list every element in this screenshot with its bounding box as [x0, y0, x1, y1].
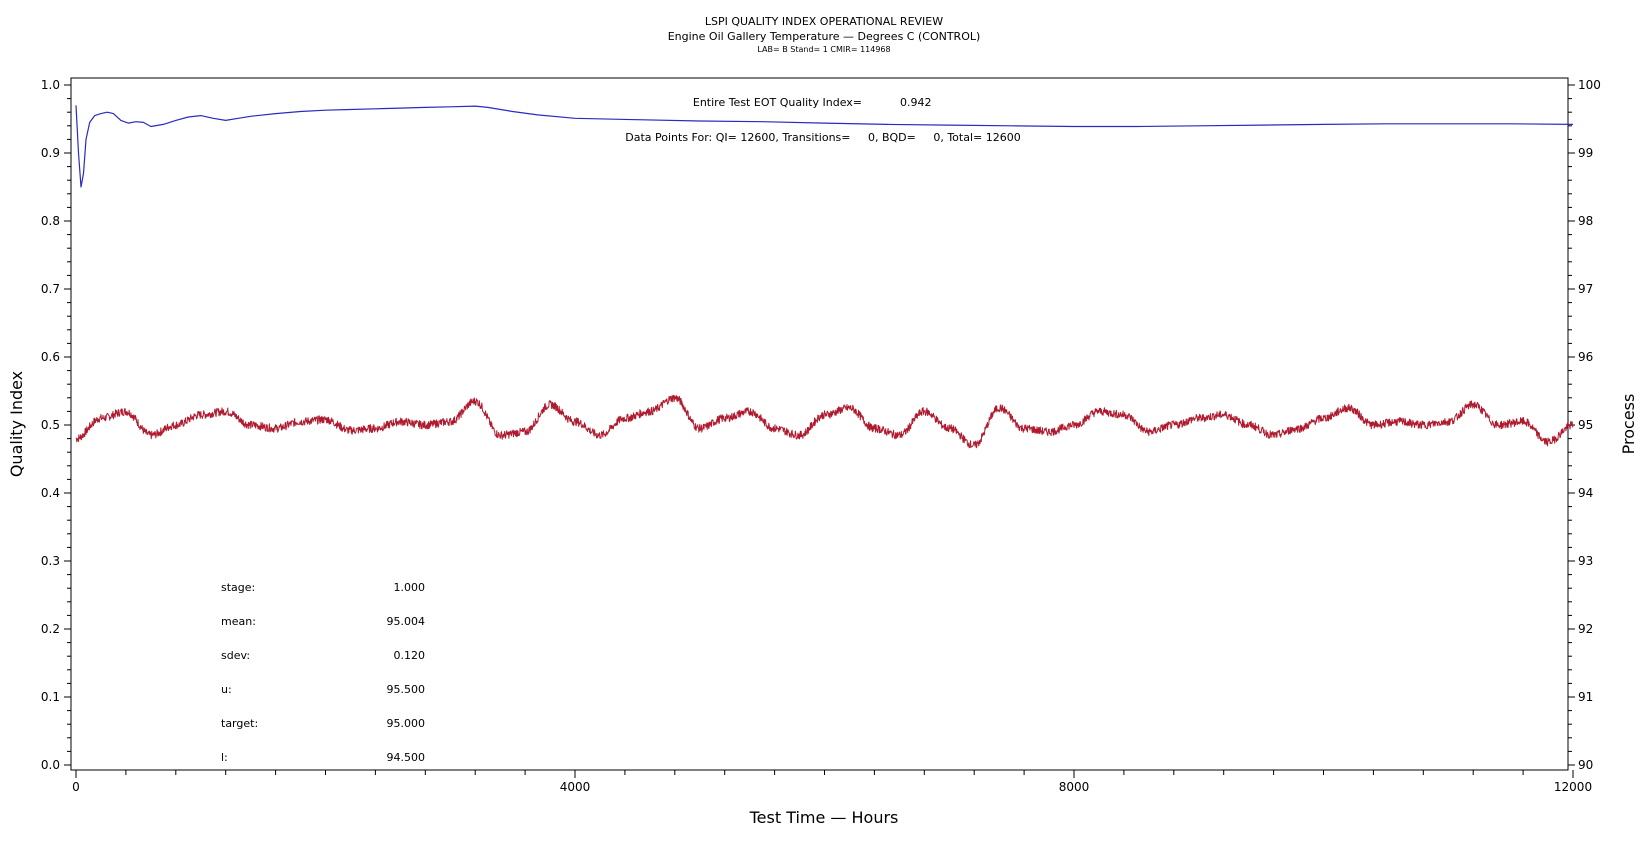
y-right-tick-label: 93: [1578, 554, 1593, 568]
chart-lab-info: LAB= B Stand= 1 CMIR= 114968: [757, 45, 890, 54]
y-left-tick-label: 0.6: [41, 350, 60, 364]
x-axis-label: Test Time — Hours: [749, 808, 899, 827]
eot-label: Entire Test EOT Quality Index=: [693, 96, 862, 109]
eot-annotation: Entire Test EOT Quality Index= 0.942: [693, 96, 932, 109]
series-layer: [75, 105, 1574, 449]
stat-label: sdev:: [221, 649, 250, 662]
x-tick-label: 4000: [560, 780, 591, 794]
y-left-tick-label: 0.4: [41, 486, 60, 500]
y-right-tick-label: 94: [1578, 486, 1593, 500]
y-left-tick-label: 0.2: [41, 622, 60, 636]
eot-value: 0.942: [900, 96, 932, 109]
stats-table: stage: 1.000 mean: 95.004 sdev: 0.120 u: 95.500…: [221, 581, 425, 764]
y-left-tick-label: 0.3: [41, 554, 60, 568]
stat-value: 95.004: [387, 615, 426, 628]
y-right-tick-label: 92: [1578, 622, 1593, 636]
stat-label: mean:: [221, 615, 256, 628]
x-tick-label: 12000: [1554, 780, 1592, 794]
y-left-tick-label: 0.7: [41, 282, 60, 296]
y-left-tick-label: 0.0: [41, 758, 60, 772]
chart-subtitle: Engine Oil Gallery Temperature — Degrees…: [668, 30, 981, 43]
process-series-line: [75, 394, 1574, 449]
y-right-tick-label: 90: [1578, 758, 1593, 772]
axis-ticks: [64, 84, 1575, 778]
stat-label: target:: [221, 717, 258, 730]
y-right-tick-label: 100: [1578, 78, 1601, 92]
y-left-tick-label: 0.9: [41, 146, 60, 160]
stat-value: 95.500: [387, 683, 426, 696]
y-axis-label-right: Process: [1619, 394, 1638, 455]
stat-value: 1.000: [394, 581, 426, 594]
y-right-tick-label: 99: [1578, 146, 1593, 160]
stat-label: u:: [221, 683, 232, 696]
tick-labels: 0.0 0.1 0.2 0.3 0.4 0.5 0.6 0.7 0.8 0.9 1.0 90 91 92 9…: [41, 78, 1601, 794]
y-right-tick-label: 95: [1578, 418, 1593, 432]
x-tick-label: 8000: [1059, 780, 1090, 794]
y-left-tick-label: 0.5: [41, 418, 60, 432]
stat-label: stage:: [221, 581, 255, 594]
y-right-tick-label: 98: [1578, 214, 1593, 228]
chart-title: LSPI QUALITY INDEX OPERATIONAL REVIEW: [705, 15, 943, 28]
y-right-tick-label: 96: [1578, 350, 1593, 364]
stat-value: 95.000: [387, 717, 426, 730]
data-points-annotation: Data Points For: QI= 12600, Transitions=…: [625, 131, 1020, 144]
x-tick-label: 0: [72, 780, 80, 794]
y-right-tick-label: 91: [1578, 690, 1593, 704]
stat-value: 94.500: [387, 751, 426, 764]
y-axis-label-left: Quality Index: [7, 371, 26, 477]
stat-value: 0.120: [394, 649, 426, 662]
y-left-tick-label: 0.8: [41, 214, 60, 228]
y-left-tick-label: 0.1: [41, 690, 60, 704]
y-left-tick-label: 1.0: [41, 78, 60, 92]
quality-index-series-line: [75, 105, 1574, 188]
y-right-tick-label: 97: [1578, 282, 1593, 296]
stat-label: l:: [221, 751, 228, 764]
